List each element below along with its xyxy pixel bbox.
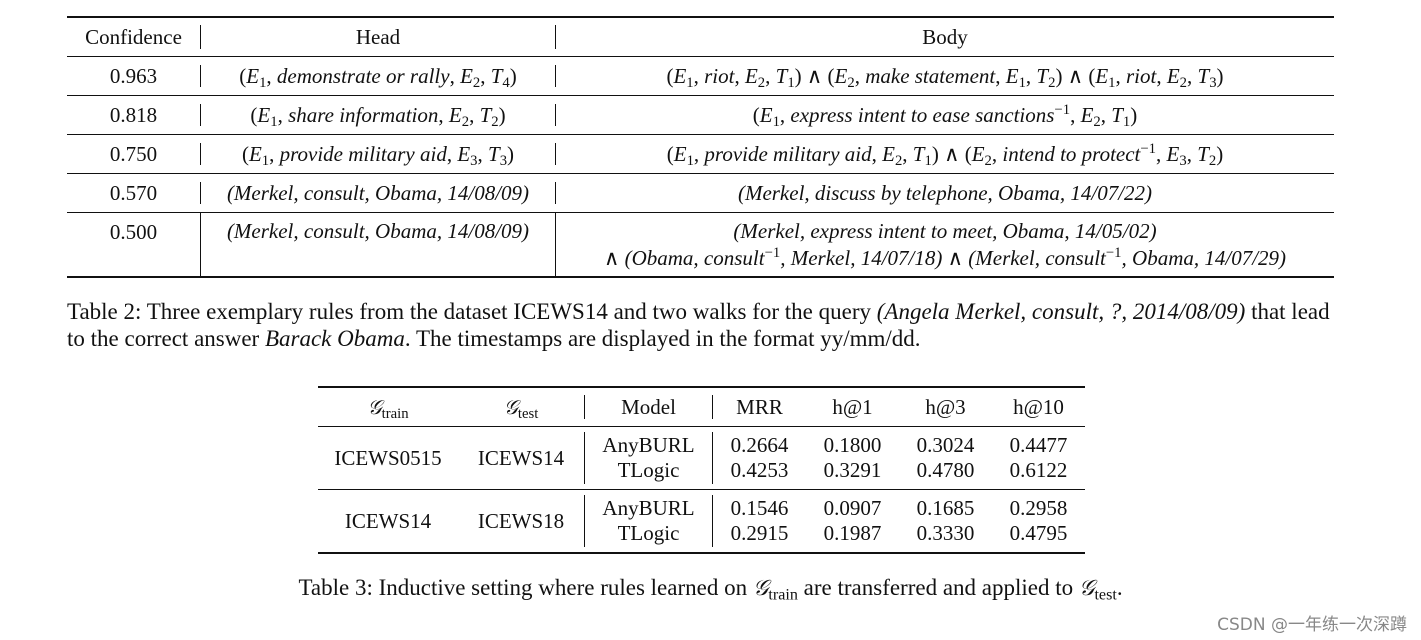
table-3-caption: Table 3: Inductive setting where rules l… bbox=[298, 575, 1123, 604]
confidence-cell: 0.818 bbox=[109, 102, 158, 127]
mrr-cell: 0.1546 0.2915 bbox=[730, 496, 789, 545]
table-row: 0.750 (E1, provide military aid, E3, T3)… bbox=[67, 135, 1334, 174]
header-h3: h@3 bbox=[925, 394, 966, 419]
mrr-cell: 0.2664 0.4253 bbox=[730, 433, 789, 482]
header-g-train: 𝒢train bbox=[367, 394, 409, 422]
test-dataset: ICEWS18 bbox=[477, 508, 565, 533]
model-cell: AnyBURL TLogic bbox=[584, 495, 713, 547]
table-2: Confidence Head Body 0.963 (E1, demonstr… bbox=[67, 16, 1334, 278]
body-cell: (E1, riot, E2, T1) ∧ (E2, make statement… bbox=[666, 63, 1224, 91]
h10-cell: 0.4477 0.6122 bbox=[1009, 433, 1068, 482]
h10-cell: 0.2958 0.4795 bbox=[1009, 496, 1068, 545]
train-dataset: ICEWS0515 bbox=[334, 445, 442, 470]
body-line-1: (Merkel, express intent to meet, Obama, … bbox=[733, 218, 1157, 243]
test-dataset: ICEWS14 bbox=[477, 445, 565, 470]
confidence-cell: 0.750 bbox=[109, 141, 158, 166]
header-h1: h@1 bbox=[832, 394, 873, 419]
header-body: Body bbox=[922, 24, 968, 49]
table-row: 0.570 (Merkel, consult, Obama, 14/08/09)… bbox=[67, 174, 1334, 213]
body-cell: (E1, express intent to ease sanctions−1,… bbox=[752, 101, 1138, 130]
table-3-header-row: 𝒢train 𝒢test Model MRR h@1 h@3 h@10 bbox=[318, 386, 1085, 427]
confidence-cell: 0.963 bbox=[109, 63, 158, 88]
head-cell: (E1, provide military aid, E3, T3) bbox=[200, 143, 556, 168]
table-3: 𝒢train 𝒢test Model MRR h@1 h@3 h@10 ICEW… bbox=[318, 386, 1085, 554]
table-2-caption: Table 2: Three exemplary rules from the … bbox=[67, 299, 1330, 351]
header-head: Head bbox=[200, 25, 556, 49]
head-cell: (Merkel, consult, Obama, 14/08/09) bbox=[200, 182, 556, 204]
body-cell: (E1, provide military aid, E2, T1) ∧ (E2… bbox=[666, 140, 1224, 169]
model-cell: AnyBURL TLogic bbox=[584, 432, 713, 484]
confidence-cell: 0.570 bbox=[109, 180, 158, 205]
header-confidence: Confidence bbox=[85, 24, 182, 49]
h3-cell: 0.1685 0.3330 bbox=[916, 496, 975, 545]
body-cell: (Merkel, express intent to meet, Obama, … bbox=[556, 213, 1334, 276]
confidence-cell: 0.500 bbox=[109, 220, 158, 244]
header-g-test: 𝒢test bbox=[503, 394, 539, 422]
header-model: Model bbox=[584, 395, 713, 419]
watermark: CSDN @一年练一次深蹲 bbox=[1217, 615, 1407, 635]
h1-cell: 0.0907 0.1987 bbox=[823, 496, 882, 545]
body-cell: (Merkel, discuss by telephone, Obama, 14… bbox=[737, 180, 1153, 205]
head-cell: (E1, demonstrate or rally, E2, T4) bbox=[200, 65, 556, 90]
head-cell: (Merkel, consult, Obama, 14/08/09) bbox=[200, 213, 556, 276]
table-row: 0.963 (E1, demonstrate or rally, E2, T4)… bbox=[67, 57, 1334, 96]
h3-cell: 0.3024 0.4780 bbox=[916, 433, 975, 482]
table-row: 0.500 (Merkel, consult, Obama, 14/08/09)… bbox=[67, 213, 1334, 278]
header-h10: h@10 bbox=[1013, 394, 1064, 419]
table-2-header-row: Confidence Head Body bbox=[67, 16, 1334, 57]
table-row: 0.818 (E1, share information, E2, T2) (E… bbox=[67, 96, 1334, 135]
table-row-group: ICEWS0515 ICEWS14 AnyBURL TLogic 0.2664 0… bbox=[318, 427, 1085, 490]
body-line-2: ∧ (Obama, consult−1, Merkel, 14/07/18) ∧… bbox=[603, 244, 1287, 270]
train-dataset: ICEWS14 bbox=[344, 508, 432, 533]
header-mrr: MRR bbox=[736, 394, 783, 419]
table-row-group: ICEWS14 ICEWS18 AnyBURL TLogic 0.1546 0.2… bbox=[318, 490, 1085, 554]
h1-cell: 0.1800 0.3291 bbox=[823, 433, 882, 482]
head-cell: (E1, share information, E2, T2) bbox=[200, 104, 556, 129]
